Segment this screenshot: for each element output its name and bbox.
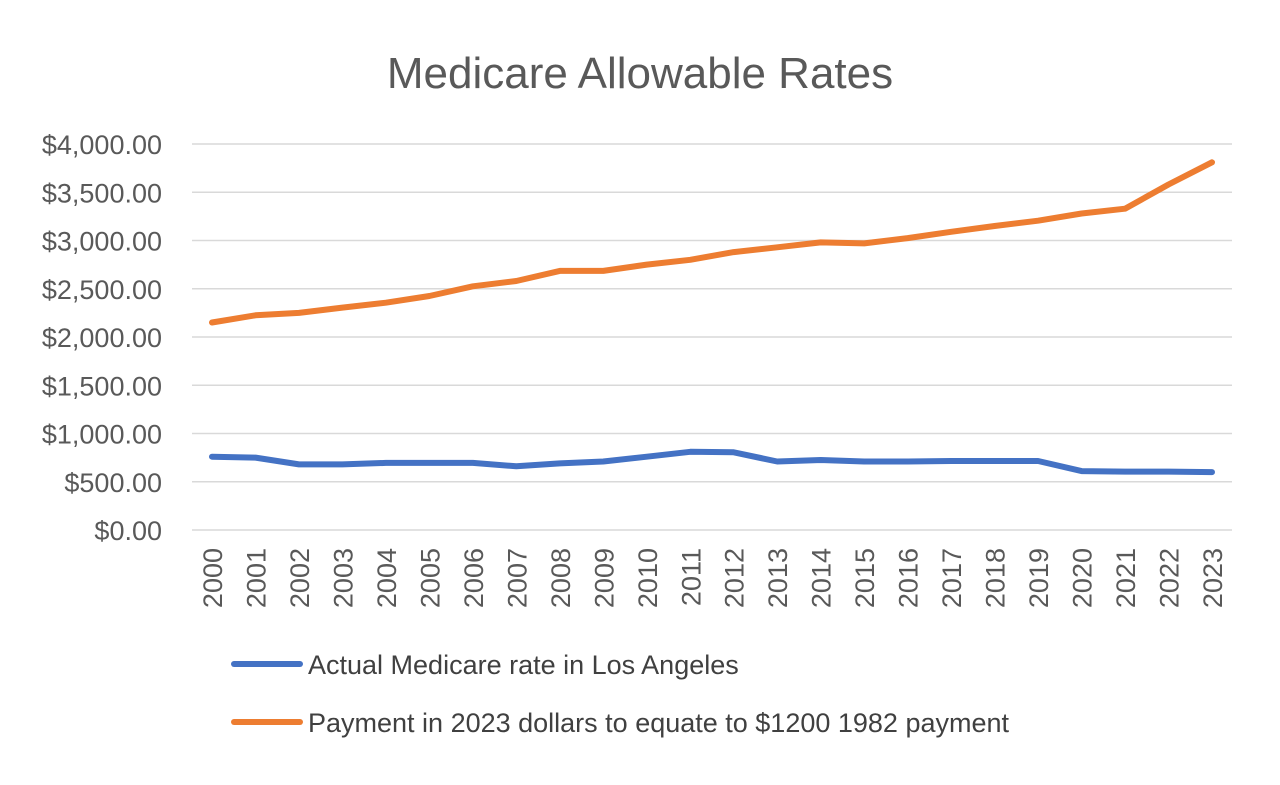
x-tick-label: 2022	[1155, 548, 1185, 608]
x-tick-label: 2001	[241, 548, 271, 608]
x-tick-label: 2007	[502, 548, 532, 608]
y-tick-label: $4,000.00	[42, 130, 162, 160]
x-tick-label: 2003	[328, 548, 358, 608]
y-tick-label: $2,500.00	[42, 275, 162, 305]
x-tick-label: 2004	[372, 548, 402, 608]
x-tick-label: 2010	[633, 548, 663, 608]
x-tick-label: 2017	[937, 548, 967, 608]
y-tick-label: $0.00	[94, 516, 162, 546]
x-tick-label: 2016	[894, 548, 924, 608]
x-tick-label: 2012	[720, 548, 750, 608]
y-axis-ticks: $0.00 $500.00 $1,000.00 $1,500.00 $2,000.00 $…	[42, 130, 162, 546]
legend-label: Payment in 2023 dollars to equate to $12…	[308, 708, 1009, 738]
legend-label: Actual Medicare rate in Los Angeles	[308, 650, 739, 680]
gridlines	[192, 143, 1232, 531]
series-lines	[209, 159, 1215, 476]
x-tick-label: 2019	[1024, 548, 1054, 608]
y-tick-label: $3,500.00	[42, 178, 162, 208]
y-tick-label: $3,000.00	[42, 227, 162, 257]
y-tick-label: $2,000.00	[42, 323, 162, 353]
y-tick-label: $1,000.00	[42, 420, 162, 450]
x-tick-label: 2008	[546, 548, 576, 608]
x-tick-label: 2023	[1198, 548, 1228, 608]
x-tick-label: 2006	[459, 548, 489, 608]
y-tick-label: $1,500.00	[42, 371, 162, 401]
x-tick-label: 2015	[850, 548, 880, 608]
x-axis-ticks: 2000 2001 2002 2003 2004 2005 2006 2007 2008 2009…	[198, 548, 1228, 608]
chart-title: Medicare Allowable Rates	[387, 49, 893, 98]
x-tick-label: 2021	[1111, 548, 1141, 608]
x-tick-label: 2020	[1068, 548, 1098, 608]
legend: Actual Medicare rate in Los Angeles Payme…	[231, 650, 1009, 738]
y-tick-label: $500.00	[64, 468, 162, 498]
x-tick-label: 2014	[807, 548, 837, 608]
x-tick-label: 2018	[981, 548, 1011, 608]
series-line-2	[209, 159, 1215, 326]
x-tick-label: 2005	[415, 548, 445, 608]
series-line-1	[209, 448, 1215, 476]
x-tick-label: 2009	[589, 548, 619, 608]
x-tick-label: 2011	[676, 548, 706, 606]
x-tick-label: 2000	[198, 548, 228, 608]
x-tick-label: 2002	[285, 548, 315, 608]
x-tick-label: 2013	[763, 548, 793, 608]
